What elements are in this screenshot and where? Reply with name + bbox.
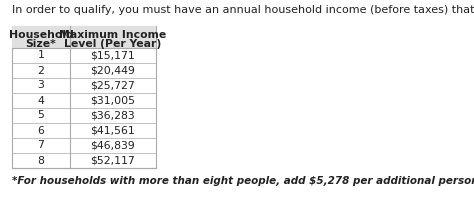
Text: 1: 1 xyxy=(37,51,45,61)
Text: 5: 5 xyxy=(37,110,45,120)
Text: $20,449: $20,449 xyxy=(91,66,136,76)
Text: 6: 6 xyxy=(37,125,45,135)
Text: Maximum Income: Maximum Income xyxy=(59,30,167,40)
Text: $46,839: $46,839 xyxy=(91,140,136,151)
Text: 4: 4 xyxy=(37,95,45,105)
Text: *For households with more than eight people, add $5,278 per additional person.: *For households with more than eight peo… xyxy=(12,176,474,186)
Text: $36,283: $36,283 xyxy=(91,110,136,120)
Text: 7: 7 xyxy=(37,140,45,151)
Text: In order to qualify, you must have an annual household income (before taxes) tha: In order to qualify, you must have an an… xyxy=(12,5,474,15)
Bar xyxy=(12,26,156,168)
Text: $31,005: $31,005 xyxy=(91,95,136,105)
Text: $52,117: $52,117 xyxy=(91,156,136,166)
Bar xyxy=(12,26,156,48)
Text: 8: 8 xyxy=(37,156,45,166)
Text: Level (Per Year): Level (Per Year) xyxy=(64,39,162,49)
Text: 2: 2 xyxy=(37,66,45,76)
Text: $15,171: $15,171 xyxy=(91,51,136,61)
Text: 3: 3 xyxy=(37,81,45,90)
Text: Household: Household xyxy=(9,30,73,40)
Text: Size*: Size* xyxy=(26,39,56,49)
Text: $41,561: $41,561 xyxy=(91,125,136,135)
Text: $25,727: $25,727 xyxy=(91,81,136,90)
